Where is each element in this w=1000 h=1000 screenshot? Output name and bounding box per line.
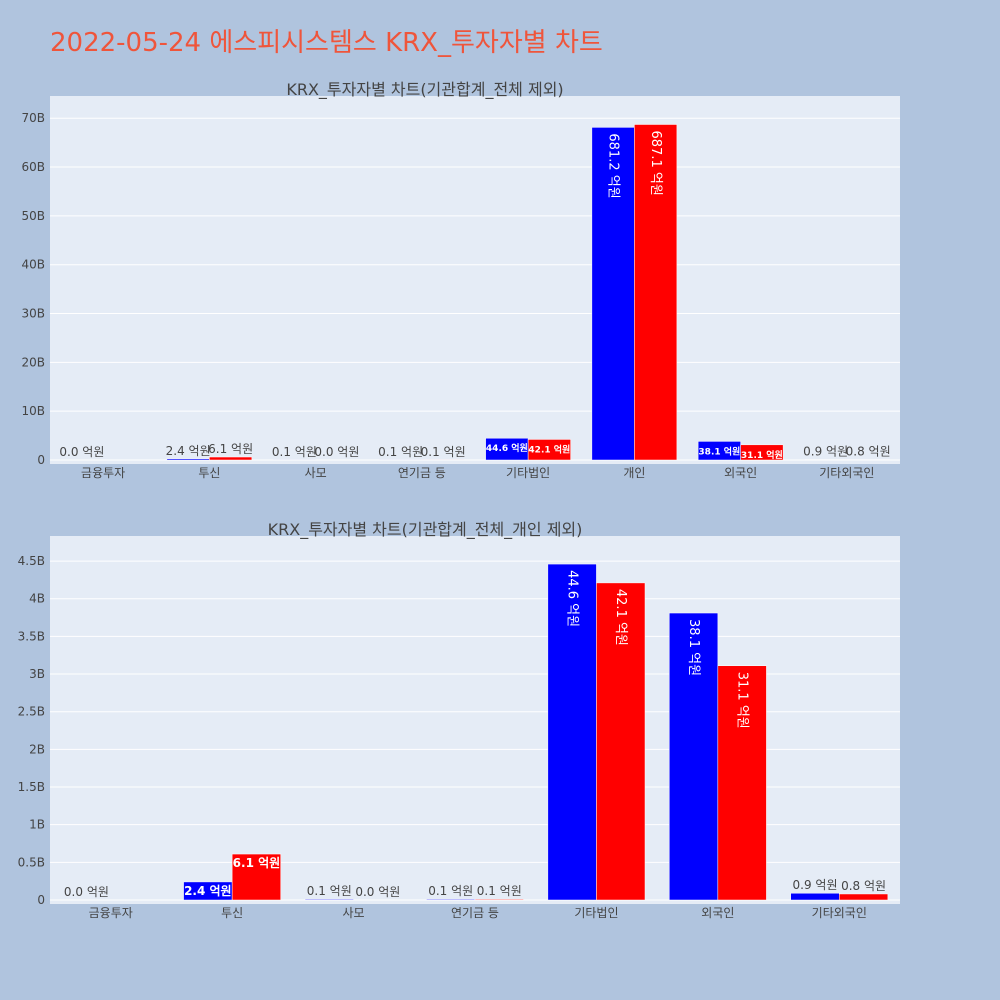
y-tick-label: 2B [29,742,45,756]
bar [634,124,678,461]
x-tick-label: 개인 [623,466,645,480]
page-title: 2022-05-24 에스피시스템스 KRX_투자자별 차트 [50,28,603,58]
x-tick-label: 외국인 [701,906,734,920]
bar [790,892,840,901]
data-label: 44.6 억원 [565,570,580,627]
data-label: 6.1 억원 [233,856,281,870]
bar [304,898,354,901]
data-label: 42.1 억원 [528,443,570,455]
data-label: 42.1 억원 [613,589,628,646]
data-label: 31.1 억원 [735,672,750,729]
x-tick-label: 사모 [305,466,327,480]
y-tick-label: 10B [21,404,45,418]
bar [596,582,646,901]
y-tick-label: 1.5B [18,780,45,794]
y-tick-label: 0 [37,453,45,467]
chart-top: 0 10B 20B 30B 40B 50B 60B 70B KRX_투자자별 차트(기관합계_전… [21,80,900,480]
y-tick-label: 4.5B [18,554,45,568]
data-label: 0.0 억원 [64,885,109,899]
data-label: 681.2 억원 [606,133,621,198]
bar [669,612,719,901]
y-tick-label: 50B [21,209,45,223]
x-tick-label: 투신 [221,906,243,920]
bar [591,127,635,461]
y-tick-label: 2.5B [18,705,45,719]
y-tick-label: 1B [29,818,45,832]
x-tick-label: 외국인 [724,466,757,480]
y-tick-label: 0.5B [18,855,45,869]
data-label: 2.4 억원 [184,884,232,898]
data-label: 0.1 억원 [272,445,317,459]
y-tick-label: 4B [29,592,45,606]
bar [717,665,767,901]
data-label: 38.1 억원 [686,619,701,676]
data-label: 6.1 억원 [208,442,253,456]
data-label: 0.9 억원 [803,445,848,459]
data-label: 0.1 억원 [421,445,466,459]
data-label: 31.1 억원 [741,449,783,461]
y-tick-label: 70B [21,111,45,125]
x-tick-label: 기타법인 [506,466,550,480]
y-tick-label: 30B [21,307,45,321]
data-label: 44.6 억원 [486,442,528,454]
y-tick-label: 20B [21,355,45,369]
bar [474,898,524,901]
data-label: 0.8 억원 [841,879,886,893]
bar [740,444,784,461]
x-tick-label: 연기금 등 [398,466,446,480]
data-label: 687.1 억원 [648,131,663,196]
bar [426,898,476,901]
y-tick-label: 40B [21,258,45,272]
x-tick-label: 투신 [198,466,220,480]
bar [231,853,281,901]
x-tick-label: 기타외국인 [812,906,867,920]
bar [527,439,571,461]
data-label: 0.9 억원 [793,878,838,892]
y-tick-label: 60B [21,160,45,174]
plot-area [50,96,900,464]
x-tick-label: 금융투자 [81,466,125,480]
data-label: 0.1 억원 [378,445,423,459]
y-tick-label: 0 [37,893,45,907]
x-tick-label: 금융투자 [89,906,133,920]
chart-title: KRX_투자자별 차트(기관합계_전체 제외) [286,80,563,100]
data-label: 0.1 억원 [428,884,473,898]
data-label: 0.0 억원 [314,445,359,459]
chart-title: KRX_투자자별 차트(기관합계_전체_개인 제외) [268,520,583,540]
y-tick-label: 3.5B [18,629,45,643]
plot-area [50,536,900,904]
data-label: 38.1 억원 [698,445,740,457]
data-label: 2.4 억원 [166,444,211,458]
data-label: 0.8 억원 [846,445,891,459]
bar [209,456,253,461]
y-tick-label: 3B [29,667,45,681]
data-label: 0.1 억원 [307,884,352,898]
x-tick-label: 기타법인 [574,906,618,920]
data-label: 0.1 억원 [477,884,522,898]
bar [839,893,889,901]
data-label: 0.0 억원 [59,445,104,459]
x-tick-label: 사모 [343,906,365,920]
x-tick-label: 연기금 등 [451,906,499,920]
data-label: 0.0 억원 [355,885,400,899]
x-tick-label: 기타외국인 [819,466,874,480]
